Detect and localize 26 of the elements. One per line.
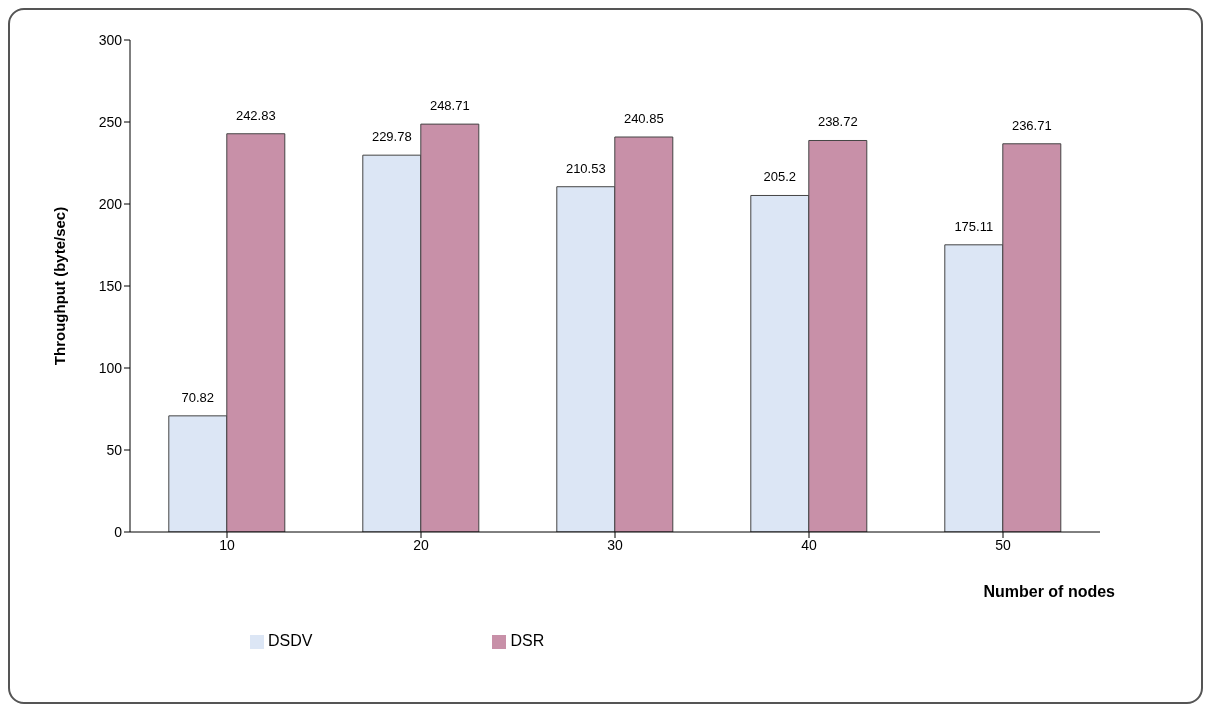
legend-label: DSR	[510, 632, 545, 649]
data-label: 70.82	[181, 389, 215, 405]
y-tick-label: 150	[98, 277, 123, 294]
x-tick-label: 10	[219, 536, 235, 553]
x-tick-label: 50	[995, 536, 1011, 553]
legend-label: DSDV	[268, 632, 313, 649]
y-tick-label: 0	[114, 523, 123, 540]
data-label: 242.83	[235, 107, 276, 123]
data-label: 240.85	[623, 111, 664, 127]
data-label: 210.53	[565, 160, 606, 176]
y-tick-label: 200	[98, 195, 123, 212]
data-label: 205.2	[763, 169, 797, 185]
data-label: 175.11	[954, 218, 994, 234]
data-label: 248.71	[429, 98, 470, 114]
y-tick-label: 50	[106, 441, 123, 458]
x-axis-title: Number of nodes	[983, 583, 1116, 600]
data-label: 236.71	[1011, 117, 1052, 133]
x-tick-label: 20	[413, 536, 429, 553]
y-tick-label: 300	[98, 31, 123, 48]
data-label: 238.72	[817, 114, 858, 130]
y-tick-label: 250	[98, 113, 123, 130]
x-tick-label: 30	[607, 536, 623, 553]
x-tick-label: 40	[801, 536, 817, 553]
y-axis-title: Throughput (byte/sec)	[51, 206, 69, 366]
data-label: 229.78	[371, 129, 412, 145]
y-tick-label: 100	[98, 359, 123, 376]
